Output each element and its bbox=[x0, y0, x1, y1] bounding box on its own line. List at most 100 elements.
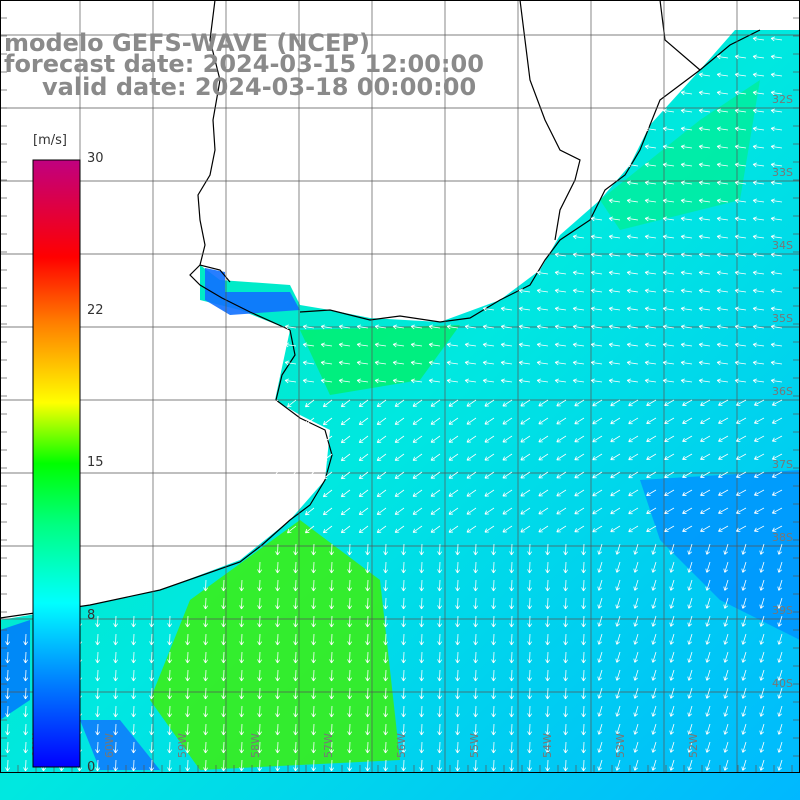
wind-arrow bbox=[149, 615, 155, 628]
wind-arrow bbox=[95, 723, 101, 736]
wind-arrow bbox=[293, 723, 299, 736]
wind-arrow bbox=[734, 324, 747, 330]
wind-arrow bbox=[646, 453, 657, 461]
wind-arrow bbox=[536, 270, 549, 276]
wind-arrow bbox=[518, 342, 531, 348]
wind-arrow bbox=[536, 360, 549, 366]
wind-arrow bbox=[563, 759, 569, 772]
wind-arrow bbox=[752, 288, 765, 294]
wind-arrow bbox=[597, 669, 603, 681]
wind-arrow bbox=[734, 90, 747, 96]
wind-arrow bbox=[466, 453, 477, 461]
wind-arrow bbox=[759, 561, 765, 573]
wind-arrow bbox=[284, 324, 297, 330]
wind-arrow bbox=[302, 378, 315, 384]
wind-arrow bbox=[419, 687, 425, 700]
wind-arrow bbox=[287, 399, 297, 408]
wind-arrow bbox=[554, 342, 567, 348]
wind-arrow bbox=[680, 108, 693, 114]
wind-arrow bbox=[597, 615, 603, 627]
wind-arrow bbox=[545, 651, 551, 664]
wind-arrow bbox=[356, 360, 369, 366]
wind-arrow bbox=[669, 561, 675, 573]
wind-arrow bbox=[347, 579, 353, 592]
wind-arrow bbox=[572, 270, 585, 276]
wind-arrow bbox=[597, 543, 603, 555]
wind-arrow bbox=[669, 597, 675, 609]
wind-arrow bbox=[311, 597, 317, 610]
wind-arrow bbox=[149, 687, 155, 700]
wind-arrow bbox=[771, 417, 783, 424]
wind-arrow bbox=[466, 435, 477, 443]
wind-arrow bbox=[482, 378, 495, 384]
wind-arrow bbox=[113, 723, 119, 736]
wind-arrow bbox=[466, 525, 477, 533]
wind-arrow bbox=[293, 597, 299, 610]
wind-arrow bbox=[777, 759, 783, 771]
wind-arrow bbox=[430, 453, 441, 461]
wind-arrow bbox=[664, 417, 675, 425]
wind-arrow bbox=[669, 543, 675, 555]
wind-arrow bbox=[716, 324, 729, 330]
wind-arrow bbox=[376, 417, 387, 425]
wind-arrow bbox=[221, 705, 227, 718]
wind-arrow bbox=[718, 489, 729, 496]
wind-arrow bbox=[572, 378, 585, 384]
wind-arrow bbox=[322, 489, 333, 498]
wind-arrow bbox=[759, 759, 765, 771]
wind-arrow bbox=[527, 633, 533, 646]
wind-arrow bbox=[527, 723, 533, 736]
wind-arrow bbox=[437, 687, 443, 700]
wind-arrow bbox=[455, 615, 461, 628]
wind-arrow bbox=[23, 669, 29, 682]
wind-arrow bbox=[718, 507, 729, 514]
wind-arrow bbox=[149, 705, 155, 718]
wind-arrow bbox=[484, 525, 495, 533]
wind-vector-field bbox=[5, 36, 783, 772]
wind-speed-field bbox=[0, 30, 800, 800]
wind-arrow bbox=[716, 90, 729, 96]
wind-arrow bbox=[221, 597, 227, 610]
wind-arrow bbox=[581, 669, 587, 682]
wind-arrow bbox=[644, 198, 657, 204]
wind-arrow bbox=[651, 759, 657, 771]
wind-arrow bbox=[520, 399, 531, 407]
wind-arrow bbox=[95, 633, 101, 646]
wind-arrow bbox=[347, 561, 353, 574]
wind-arrow bbox=[716, 252, 729, 258]
wind-arrow bbox=[412, 471, 423, 479]
wind-arrow bbox=[428, 342, 441, 348]
wind-arrow bbox=[581, 723, 587, 736]
wind-arrow bbox=[365, 723, 371, 736]
wind-arrow bbox=[687, 669, 693, 681]
wind-arrow bbox=[753, 435, 765, 442]
wind-arrow bbox=[734, 54, 747, 60]
wind-arrow bbox=[275, 561, 281, 574]
latitude-label: 36S bbox=[772, 385, 793, 398]
wind-arrow bbox=[95, 705, 101, 718]
wind-arrow bbox=[705, 741, 711, 753]
wind-arrow bbox=[491, 651, 497, 664]
wind-arrow bbox=[347, 633, 353, 646]
wind-arrow bbox=[275, 597, 281, 610]
wind-arrow bbox=[455, 759, 461, 772]
wind-arrow bbox=[538, 471, 549, 479]
wind-arrow bbox=[5, 741, 11, 754]
wind-arrow bbox=[608, 360, 621, 366]
wind-arrow bbox=[394, 417, 405, 425]
wind-arrow bbox=[752, 54, 765, 60]
wind-arrow bbox=[682, 507, 693, 514]
wind-arrow bbox=[752, 342, 765, 348]
wind-arrow bbox=[770, 342, 783, 348]
wind-arrow bbox=[430, 399, 441, 407]
wind-arrow bbox=[628, 399, 639, 407]
wind-arrow bbox=[23, 759, 29, 772]
wind-arrow bbox=[536, 288, 549, 294]
wind-arrow bbox=[455, 669, 461, 682]
wind-arrow bbox=[644, 162, 657, 168]
wind-arrow bbox=[615, 651, 621, 663]
wind-arrow bbox=[556, 525, 567, 533]
wind-arrow bbox=[269, 471, 279, 480]
wind-arrow bbox=[741, 633, 747, 645]
wind-arrow bbox=[473, 669, 479, 682]
